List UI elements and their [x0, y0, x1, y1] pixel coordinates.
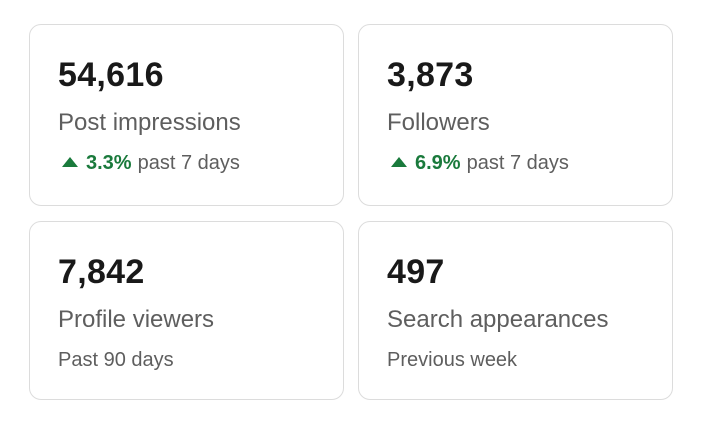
post-impressions-label: Post impressions	[58, 109, 241, 136]
followers-change-period: past 7 days	[466, 152, 569, 174]
profile-viewers-subtitle: Past 90 days	[58, 349, 174, 371]
followers-change: 6.9%	[415, 152, 461, 174]
followers-value: 3,873	[387, 56, 474, 94]
post-impressions-value: 54,616	[58, 56, 164, 94]
post-impressions-change-period: past 7 days	[137, 152, 240, 174]
search-appearances-label: Search appearances	[387, 306, 609, 333]
profile-viewers-value: 7,842	[58, 253, 145, 291]
post-impressions-change: 3.3%	[86, 152, 132, 174]
followers-trend: 6.9% past 7 days	[391, 151, 569, 175]
followers-card[interactable]: 3,873 Followers 6.9% past 7 days	[358, 24, 673, 206]
analytics-stats-grid: 54,616 Post impressions 3.3% past 7 days…	[29, 24, 673, 400]
search-appearances-subtitle: Previous week	[387, 349, 518, 371]
profile-viewers-label: Profile viewers	[58, 306, 215, 333]
post-impressions-trend: 3.3% past 7 days	[62, 151, 240, 175]
triangle-up-icon	[391, 157, 407, 167]
post-impressions-card[interactable]: 54,616 Post impressions 3.3% past 7 days	[29, 24, 344, 206]
followers-label: Followers	[387, 109, 490, 136]
triangle-up-icon	[62, 157, 78, 167]
profile-viewers-card[interactable]: 7,842 Profile viewers Past 90 days	[29, 221, 344, 400]
search-appearances-value: 497	[387, 253, 445, 291]
search-appearances-card[interactable]: 497 Search appearances Previous week	[358, 221, 673, 400]
